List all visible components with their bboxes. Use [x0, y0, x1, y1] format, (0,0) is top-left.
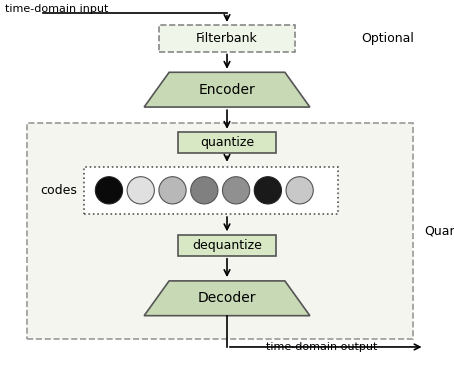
Text: codes: codes [40, 184, 78, 197]
Text: Optional: Optional [361, 32, 414, 45]
Ellipse shape [95, 177, 123, 204]
Polygon shape [144, 72, 310, 107]
Text: time-domain output: time-domain output [266, 342, 377, 352]
Text: Decoder: Decoder [198, 291, 256, 305]
Bar [159, 25, 295, 52]
Text: Encoder: Encoder [199, 83, 255, 97]
Text: Quantizer: Quantizer [424, 224, 454, 237]
Ellipse shape [254, 177, 281, 204]
Text: quantize: quantize [200, 136, 254, 149]
Bar [178, 235, 276, 256]
Text: time-domain input: time-domain input [5, 4, 108, 14]
Bar [178, 132, 276, 153]
Bar [27, 123, 413, 339]
Ellipse shape [159, 177, 186, 204]
Bar [84, 167, 338, 214]
Ellipse shape [222, 177, 250, 204]
Text: Filterbank: Filterbank [196, 32, 258, 45]
Ellipse shape [286, 177, 313, 204]
Polygon shape [144, 281, 310, 315]
Ellipse shape [191, 177, 218, 204]
Text: dequantize: dequantize [192, 239, 262, 252]
Ellipse shape [127, 177, 154, 204]
